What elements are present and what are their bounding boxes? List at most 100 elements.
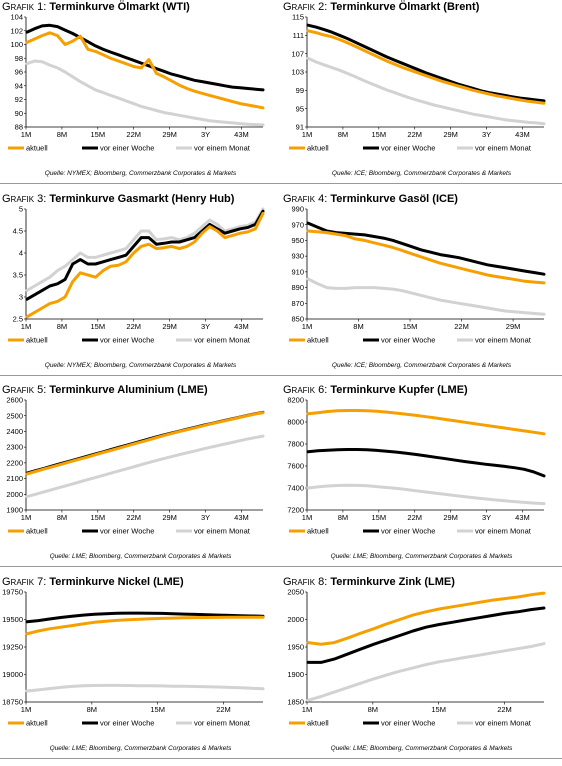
chart-panel-7: Grafik 7: Terminkurve Nickel (LME) 18750 1…	[0, 575, 281, 766]
y-tick-label: 3	[19, 292, 23, 301]
y-tick-label: 19000	[2, 670, 23, 679]
x-tick-label: 29M	[162, 130, 177, 139]
y-tick-label: 18750	[2, 697, 23, 706]
chart-panel-5: Grafik 5: Terminkurve Aluminium (LME) 190…	[0, 383, 281, 575]
y-tick-label: 2300	[6, 443, 23, 452]
x-tick-label: 1M	[302, 513, 312, 522]
x-tick-label: 15M	[372, 130, 387, 139]
series-line-3	[25, 683, 265, 692]
chart-svg: 18750 19000 19250 19500 19750 1M 8M 15M 22M aktue…	[2, 587, 265, 727]
chart-panel-4: Grafik 4: Terminkurve Gasöl (ICE) 850 870 8…	[281, 192, 562, 384]
series-line-2	[25, 23, 265, 92]
legend-label: vor einer Woche	[381, 527, 435, 536]
chart-title: Grafik 8: Terminkurve Zink (LME)	[283, 576, 455, 588]
series-line-3	[25, 59, 265, 127]
series-line-1	[25, 211, 265, 318]
y-tick-label: 4.5	[13, 226, 23, 235]
y-tick-label: 88	[15, 123, 23, 132]
x-tick-label: 8M	[57, 513, 67, 522]
legend-label: vor einem Monat	[194, 144, 251, 153]
y-tick-label: 95	[296, 104, 304, 113]
chart-title-text: Terminkurve Gasöl (ICE)	[330, 192, 458, 205]
legend-label: vor einem Monat	[475, 718, 532, 727]
x-tick-label: 15M	[150, 705, 165, 714]
legend-label: aktuell	[26, 527, 48, 536]
legend-label: aktuell	[307, 718, 329, 727]
series-line-1	[306, 229, 546, 284]
chart-svg: 7200 7400 7600 7800 8000 8200 1M 8M 15M 22M 29M 3Y 4…	[287, 396, 546, 536]
chart-svg: 850 870 890 910 930 950 970 990 1M 8M 15M 22M 29M akt…	[289, 204, 546, 344]
series-line-1	[306, 409, 546, 436]
y-tick-label: 7200	[287, 506, 304, 515]
chart-source: Quelle: NYMEX; Bloomberg, Commerzbank Co…	[44, 170, 237, 177]
legend-label: aktuell	[26, 718, 48, 727]
y-tick-label: 8200	[287, 396, 304, 405]
y-tick-label: 94	[15, 81, 23, 90]
y-tick-label: 3.5	[13, 270, 23, 279]
chart-source: Quelle: LME; Bloomberg, Commerzbank Corp…	[49, 744, 232, 752]
legend-label: vor einem Monat	[475, 144, 532, 153]
x-tick-label: 8M	[353, 322, 363, 331]
x-tick-label: 3Y	[482, 513, 491, 522]
chart-source: Quelle: NYMEX; Bloomberg, Commerzbank Co…	[44, 361, 237, 369]
y-tick-label: 1900	[287, 670, 304, 679]
x-tick-label: 15M	[403, 322, 418, 331]
series-line-2	[306, 23, 546, 103]
y-tick-label: 19250	[2, 642, 23, 651]
y-tick-label: 102	[10, 26, 23, 35]
x-tick-label: 3Y	[201, 513, 210, 522]
y-tick-label: 7600	[287, 462, 304, 471]
y-tick-label: 950	[291, 236, 304, 245]
x-tick-label: 1M	[302, 322, 312, 331]
legend-label: aktuell	[307, 335, 329, 344]
panel-divider	[0, 374, 281, 376]
chart-panel-6: Grafik 6: Terminkurve Kupfer (LME) 7200 74…	[281, 383, 562, 575]
y-tick-label: 19750	[2, 587, 23, 596]
x-tick-label: 22M	[454, 322, 469, 331]
y-tick-label: 104	[10, 13, 23, 22]
x-tick-label: 1M	[302, 130, 312, 139]
chart-number: Grafik 6:	[283, 384, 331, 396]
x-tick-label: 8M	[57, 130, 67, 139]
chart-number: Grafik 1:	[2, 1, 50, 13]
legend-label: aktuell	[26, 144, 48, 153]
chart-title-text: Terminkurve Gasmarkt (Henry Hub)	[49, 192, 235, 205]
x-tick-label: 8M	[87, 705, 97, 714]
y-tick-label: 870	[291, 298, 304, 307]
y-tick-label: 115	[292, 13, 304, 22]
panel-divider	[281, 183, 562, 184]
x-tick-label: 22M	[216, 705, 231, 714]
y-tick-label: 930	[291, 251, 304, 260]
chart-title: Grafik 5: Terminkurve Aluminium (LME)	[2, 384, 208, 396]
chart-title: Grafik 6: Terminkurve Kupfer (LME)	[283, 384, 468, 396]
y-tick-label: 96	[15, 68, 23, 77]
chart-svg: 91 95 99 103 107 111 115 1M 8M 15M 22M 29M 3Y 43M aktu…	[289, 13, 546, 153]
series-line-2	[25, 209, 265, 301]
chart-title: Grafik 4: Terminkurve Gasöl (ICE)	[283, 193, 458, 205]
y-tick-label: 8000	[287, 418, 304, 427]
y-tick-label: 990	[291, 204, 304, 213]
x-tick-label: 3Y	[201, 130, 210, 139]
chart-panel-3: Grafik 3: Terminkurve Gasmarkt (Henry Hu…	[0, 192, 281, 384]
panel-divider	[281, 566, 562, 567]
legend-label: vor einer Woche	[100, 335, 154, 344]
chart-source: Quelle: ICE; Bloomberg, Commerzbank Corp…	[331, 361, 512, 369]
chart-panel-8: Grafik 8: Terminkurve Zink (LME) 1850 1900…	[281, 575, 562, 766]
chart-title-text: Terminkurve Zink (LME)	[330, 575, 455, 588]
y-tick-label: 98	[15, 54, 23, 63]
x-tick-label: 8M	[57, 322, 67, 331]
x-tick-label: 22M	[407, 130, 422, 139]
x-tick-label: 29M	[443, 130, 458, 139]
x-tick-label: 15M	[431, 705, 446, 714]
x-tick-label: 43M	[515, 513, 530, 522]
chart-title-text: Terminkurve Kupfer (LME)	[330, 384, 468, 396]
chart-title: Grafik 1: Terminkurve Ölmarkt (WTI)	[2, 1, 190, 13]
chart-source: Quelle: LME; Bloomberg, Commerzbank Corp…	[330, 553, 513, 560]
x-tick-label: 22M	[497, 705, 512, 714]
x-tick-label: 15M	[91, 322, 106, 331]
y-tick-label: 7800	[287, 440, 304, 449]
y-tick-label: 19500	[2, 615, 23, 624]
y-tick-label: 2.5	[13, 314, 23, 323]
y-tick-label: 111	[293, 31, 304, 40]
y-tick-label: 2200	[6, 458, 23, 467]
